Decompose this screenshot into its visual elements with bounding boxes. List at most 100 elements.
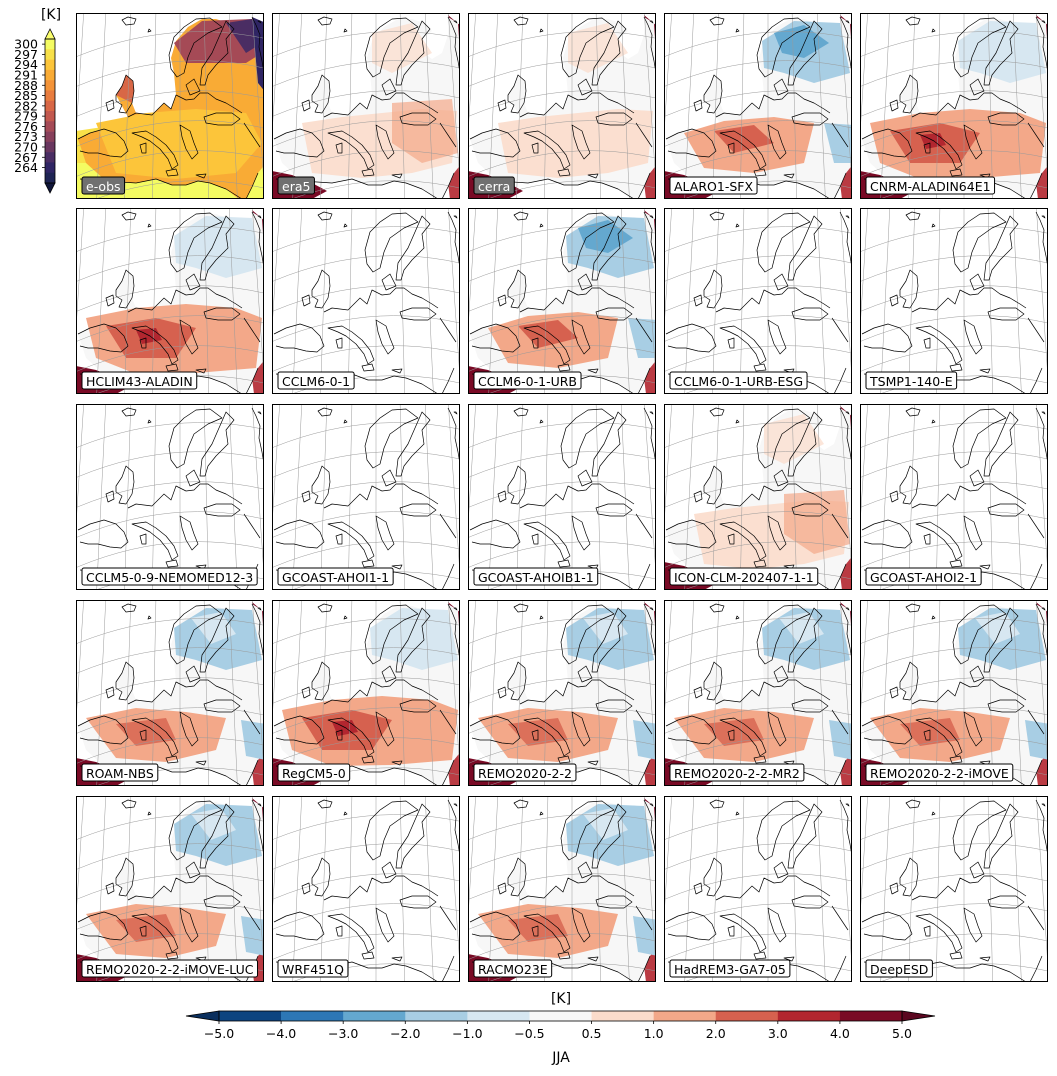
map-panel-frame [860,404,1048,590]
absolute-colorbar-bin [45,162,55,174]
map-panel: WRF451Q [272,796,460,982]
map-panel-label-text: CCLM6-0-1-URB [478,374,577,389]
bias-colorbar-bin [591,1011,654,1021]
map-panel-frame [468,796,656,982]
map-panel-frame [272,208,460,394]
map-panel-label-text: e-obs [86,179,121,194]
map-panel: CNRM-ALADIN64E1 [860,13,1048,199]
map-panel-label-text: WRF451Q [282,962,344,977]
map-panel: e-obs [76,13,264,199]
map-panel-label: RACMO23E [473,959,553,978]
map-panel: HCLIM43-ALADIN [76,208,264,394]
map-panel-frame [468,208,656,394]
bias-colorbar-tick-label: −4.0 [266,1026,296,1041]
map-panel-label: HadREM3-GA7-05 [669,959,791,978]
map-panel-label: ROAM-NBS [81,763,159,782]
map-panel-label-text: GCOAST-AHOIB1-1 [478,570,594,585]
map-panel-label: cerra [473,176,515,195]
map-panel-label-text: HadREM3-GA7-05 [674,962,786,977]
map-panel-frame [468,13,656,199]
absolute-colorbar-tick-label: 276 [14,119,38,134]
map-panel-label-text: CCLM6-0-1 [282,374,350,389]
map-panel-frame [860,13,1048,199]
map-panel: CCLM6-0-1 [272,208,460,394]
map-panel-frame [860,796,1048,982]
map-panel-label: REMO2020-2-2-iMOVE-LUC [81,959,259,978]
bias-colorbar-tick-label: 2.0 [706,1026,726,1041]
map-panel-label-text: CCLM6-0-1-URB-ESG [674,374,803,389]
bias-colorbar-tick-label: −3.0 [328,1026,358,1041]
map-panel-frame [664,208,852,394]
bias-colorbar-bin [343,1011,406,1021]
map-panel-label: REMO2020-2-2 [473,763,577,782]
map-panel: CCLM6-0-1-URB [468,208,656,394]
map-panel-label: DeepESD [865,959,933,978]
absolute-colorbar-bin [45,90,55,102]
absolute-colorbar-bin [45,152,55,163]
absolute-colorbar-bin [45,131,55,143]
map-panel-label: ICON-CLM-202407-1-1 [669,567,819,586]
map-panel: RACMO23E [468,796,656,982]
map-panel-frame [76,13,264,199]
map-panel-label: GCOAST-AHOI1-1 [277,567,394,586]
absolute-colorbar-bin [45,100,55,112]
absolute-colorbar-bin [45,111,55,122]
absolute-colorbar: [K] 300297294291288285282279276273270267… [14,7,61,194]
absolute-colorbar-tick-label: 267 [14,150,38,165]
map-panel-frame [272,796,460,982]
map-panel-frame [272,600,460,786]
map-panel-label: ALARO1-SFX [669,176,758,195]
absolute-colorbar-bin [45,59,55,71]
map-panel: CCLM5-0-9-NEMOMED12-3 [76,404,264,590]
map-panel-label-text: REMO2020-2-2-iMOVE-LUC [86,962,254,977]
map-panel-frame [468,404,656,590]
map-panel-label-text: ALARO1-SFX [674,179,753,194]
map-panel-frame [468,600,656,786]
map-panel-label-text: GCOAST-AHOI2-1 [870,570,977,585]
bias-colorbar-tick-label: −2.0 [390,1026,420,1041]
map-panel-frame [76,404,264,590]
map-panel-label-text: RACMO23E [478,962,548,977]
absolute-colorbar-extend-min [44,182,56,194]
map-panel-frame [664,796,852,982]
map-panel-label: GCOAST-AHOIB1-1 [473,567,599,586]
map-panel-label: CNRM-ALADIN64E1 [865,176,996,195]
map-panel: GCOAST-AHOIB1-1 [468,404,656,590]
map-panel-label: CCLM5-0-9-NEMOMED12-3 [81,567,258,586]
map-panel-frame [272,13,460,199]
map-panel: ALARO1-SFX [664,13,852,199]
map-panel: REMO2020-2-2 [468,600,656,786]
map-panel-label-text: RegCM5-0 [282,766,346,781]
map-panel-frame [76,796,264,982]
bias-colorbar-tick-label: 4.0 [830,1026,850,1041]
absolute-colorbar-bin [45,141,55,153]
absolute-colorbar-tick-label: 288 [14,78,38,93]
bias-colorbar-bin [715,1011,779,1021]
map-panel: RegCM5-0 [272,600,460,786]
bias-colorbar-bin [405,1011,468,1021]
map-panel: HadREM3-GA7-05 [664,796,852,982]
bias-colorbar-bin [839,1011,903,1021]
map-panel-label-text: ROAM-NBS [86,766,154,781]
absolute-colorbar-tick-label: 291 [14,68,38,83]
map-panel-label: RegCM5-0 [277,763,351,782]
map-panel-label: CCLM6-0-1 [277,371,355,390]
map-panel-label: era5 [277,176,315,195]
map-panel: DeepESD [860,796,1048,982]
map-panel: ROAM-NBS [76,600,264,786]
map-panel-label-text: DeepESD [870,962,928,977]
map-panel-label-text: REMO2020-2-2 [478,766,572,781]
map-panel: REMO2020-2-2-iMOVE [860,600,1048,786]
bias-colorbar-bin [219,1011,282,1021]
map-panel-label-text: GCOAST-AHOI1-1 [282,570,389,585]
bias-colorbar-extend-max [901,1010,936,1022]
bias-colorbar-tick-label: −1.0 [452,1026,482,1041]
map-panel: GCOAST-AHOI1-1 [272,404,460,590]
map-panel-label: e-obs [81,176,126,195]
absolute-colorbar-bin [45,80,55,91]
absolute-colorbar-unit: [K] [41,7,61,23]
map-panel-label-text: ICON-CLM-202407-1-1 [674,570,814,585]
bias-colorbar-extend-min [185,1010,220,1022]
absolute-colorbar-tick-label: 264 [14,160,38,175]
